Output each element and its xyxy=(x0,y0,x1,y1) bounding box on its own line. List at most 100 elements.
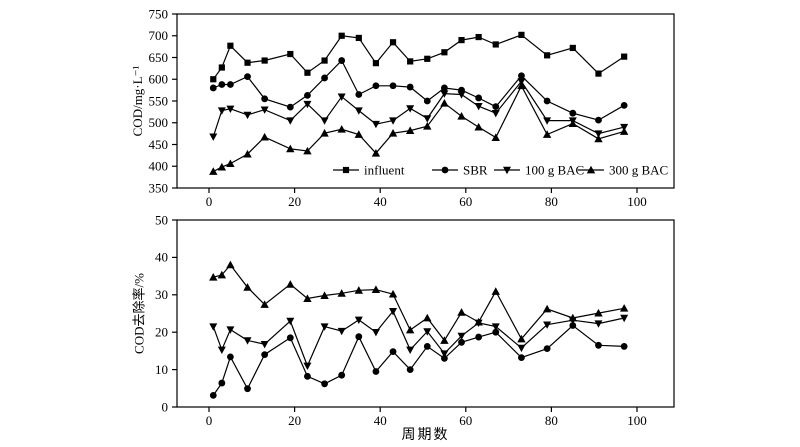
top-point-square xyxy=(407,58,414,65)
top-point-triangle-up xyxy=(423,122,432,130)
top-point-circle xyxy=(338,57,346,64)
bottom-point-triangle-up xyxy=(491,287,500,295)
bottom-point-triangle-up xyxy=(354,286,363,294)
top-x-tick-label: 80 xyxy=(545,194,558,209)
top-point-square xyxy=(210,76,217,83)
bottom-point-triangle-down xyxy=(389,308,398,316)
bottom-point-triangle-up xyxy=(226,260,235,269)
top-point-triangle-up xyxy=(354,130,363,138)
top-point-square xyxy=(544,52,551,59)
top-point-triangle-up xyxy=(286,144,295,153)
top-point-triangle-down xyxy=(406,105,415,113)
bottom-point-triangle-down xyxy=(371,329,380,337)
top-point-triangle-down xyxy=(440,90,449,98)
top-point-circle xyxy=(286,103,294,111)
bottom-point-triangle-up xyxy=(320,291,329,299)
bottom-point-triangle-down xyxy=(457,332,466,341)
bottom-point-circle xyxy=(389,348,397,356)
bottom-point-triangle-up xyxy=(243,283,252,291)
bottom-point-circle xyxy=(321,380,328,388)
bottom-point-circle xyxy=(286,334,294,342)
top-point-triangle-up xyxy=(371,149,381,157)
top-point-triangle-down xyxy=(209,133,218,141)
bottom-x-tick-label: 100 xyxy=(627,413,647,428)
bottom-point-triangle-up xyxy=(371,285,381,293)
legend-circle-icon xyxy=(441,166,449,174)
top-point-triangle-up xyxy=(226,159,235,168)
top-point-circle xyxy=(372,82,380,90)
bottom-series-line-sbr xyxy=(212,324,625,396)
bottom-point-triangle-up xyxy=(260,300,269,308)
top-point-triangle-down xyxy=(260,106,269,114)
bottom-point-triangle-down xyxy=(286,317,295,326)
bottom-point-circle xyxy=(372,368,380,375)
top-point-triangle-up xyxy=(217,162,227,171)
top-point-circle xyxy=(218,81,226,88)
top-y-tick-label: 600 xyxy=(149,72,169,87)
top-point-triangle-down xyxy=(217,107,226,115)
top-point-triangle-up xyxy=(474,122,483,131)
bottom-x-tick-label: 0 xyxy=(206,413,213,428)
bottom-point-triangle-down xyxy=(620,314,629,323)
top-point-circle xyxy=(518,72,525,80)
top-point-triangle-down xyxy=(457,91,466,99)
bottom-point-circle xyxy=(355,333,363,341)
bottom-point-circle xyxy=(406,366,414,373)
top-point-triangle-up xyxy=(491,133,500,141)
top-point-triangle-up xyxy=(457,112,466,120)
top-point-circle xyxy=(389,82,397,90)
top-point-triangle-down xyxy=(491,109,500,118)
top-point-triangle-up xyxy=(260,132,269,141)
top-point-triangle-up xyxy=(337,125,346,133)
top-x-tick-label: 60 xyxy=(459,194,472,209)
bottom-point-circle xyxy=(423,343,431,350)
bottom-x-tick-label: 40 xyxy=(374,413,387,428)
bottom-point-triangle-down xyxy=(320,323,329,331)
top-point-triangle-up xyxy=(440,98,449,107)
top-y-tick-label: 450 xyxy=(149,137,169,152)
top-point-triangle-down xyxy=(354,107,363,115)
bottom-point-triangle-up xyxy=(388,289,398,298)
bottom-y-tick-label: 50 xyxy=(155,212,168,227)
top-point-triangle-up xyxy=(405,126,415,134)
top-point-triangle-down xyxy=(371,120,380,129)
top-y-tick-label: 750 xyxy=(149,6,169,21)
top-point-square xyxy=(595,70,602,77)
top-point-circle xyxy=(543,97,551,105)
bottom-point-triangle-up xyxy=(209,273,218,281)
legend-square-icon xyxy=(342,166,350,174)
bottom-point-triangle-down xyxy=(423,328,432,336)
top-point-circle xyxy=(304,91,311,99)
top-point-square xyxy=(621,53,628,60)
top-point-square xyxy=(287,50,294,58)
top-point-square xyxy=(569,44,576,52)
top-point-circle xyxy=(475,94,483,102)
top-point-circle xyxy=(569,109,577,117)
top-point-square xyxy=(227,42,234,49)
bottom-series-line-300-g-bac xyxy=(213,263,625,342)
bottom-y-tick-label: 20 xyxy=(155,325,168,340)
top-point-triangle-up xyxy=(517,81,526,90)
top-point-triangle-up xyxy=(594,134,603,143)
top-x-tick-label: 40 xyxy=(374,194,387,209)
top-point-triangle-down xyxy=(286,117,295,125)
top-point-square xyxy=(355,34,362,42)
bottom-y-tick-label: 10 xyxy=(155,362,168,377)
top-point-circle xyxy=(620,101,628,109)
top-point-circle xyxy=(492,103,500,111)
bottom-point-triangle-up xyxy=(594,308,603,317)
top-point-circle xyxy=(406,83,414,91)
top-point-square xyxy=(518,31,525,38)
top-y-tick-label: 550 xyxy=(149,93,169,108)
top-y-tick-label: 500 xyxy=(149,115,169,130)
top-point-circle xyxy=(321,74,328,82)
bottom-point-circle xyxy=(518,354,525,362)
top-x-tick-label: 0 xyxy=(206,194,213,209)
top-x-tick-label: 20 xyxy=(288,194,301,209)
top-point-triangle-down xyxy=(389,117,398,125)
top-point-square xyxy=(475,33,482,41)
top-y-axis-title: COD/mg·L⁻¹ xyxy=(130,65,145,137)
top-point-circle xyxy=(355,91,363,98)
top-point-triangle-down xyxy=(320,117,329,125)
top-point-circle xyxy=(227,81,234,88)
